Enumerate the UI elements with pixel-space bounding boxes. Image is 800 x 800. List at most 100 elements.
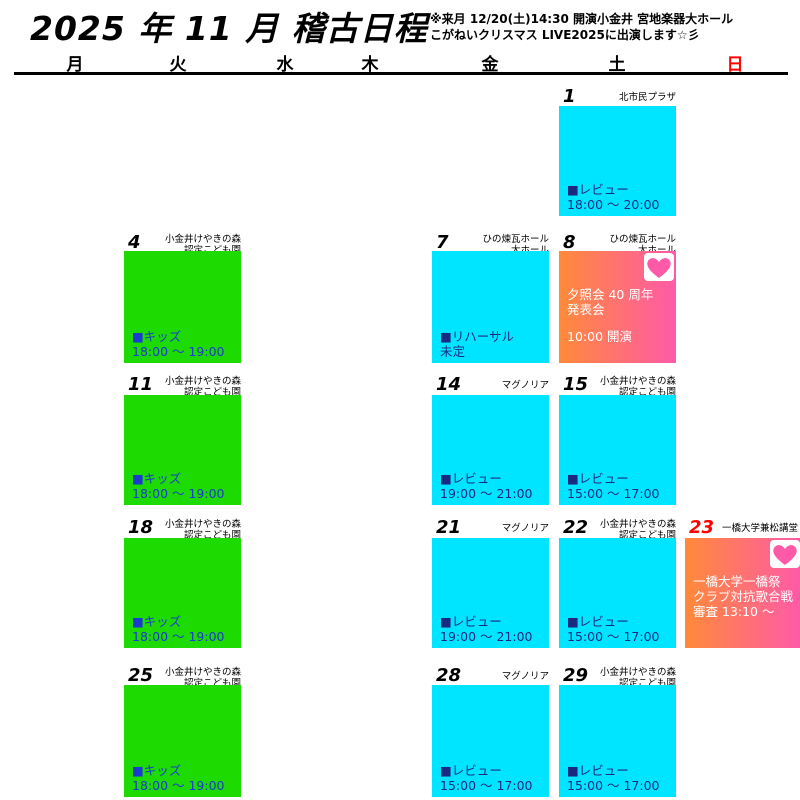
event-text: 夕照会 40 周年 発表会 10:00 開演 <box>567 287 653 344</box>
event-line: ■レビュー <box>567 182 629 197</box>
venue-line: 小金井けやきの森 <box>164 234 241 245</box>
event-box: ■キッズ 18:00 ～ 19:00 <box>124 251 241 363</box>
event-line: 18:00 ～ 19:00 <box>132 344 225 359</box>
heart-icon <box>770 540 800 568</box>
note: こがねいクリスマス LIVE2025に出演します☆彡 <box>430 28 700 42</box>
venue-line: 小金井けやきの森 <box>164 376 241 387</box>
venue: 小金井けやきの森認定こども園 <box>165 667 241 689</box>
day-number: 25 <box>128 665 154 686</box>
event-box: 夕照会 40 周年 発表会 10:00 開演 <box>559 251 676 363</box>
venue-line: 認定こども園 <box>165 245 241 256</box>
day-number: 8 <box>563 232 576 253</box>
event-line: 15:00 ～ 17:00 <box>567 629 660 644</box>
note: ※来月 12/20(土)14:30 開演小金井 宮地楽器大ホール <box>430 12 734 26</box>
event-line: 19:00 ～ 21:00 <box>440 629 533 644</box>
event-line: 未定 <box>440 344 466 359</box>
event-line: 18:00 ～ 19:00 <box>132 629 225 644</box>
event-text: ■レビュー 19:00 ～ 21:00 <box>440 614 533 644</box>
weekday: 木 <box>361 55 379 75</box>
venue-line: 小金井けやきの森 <box>599 667 676 678</box>
event-box: 一橋大学一橋祭 クラブ対抗歌合戦 審査 13:10 ～ <box>685 538 800 648</box>
venue-line: 大ホール <box>609 245 676 256</box>
event-line: 一橋大学一橋祭 <box>693 574 781 589</box>
weekday: 日 <box>726 55 744 75</box>
venue-line: ひの煉瓦ホール <box>609 234 676 245</box>
venue-line: マグノリア <box>501 671 549 682</box>
event-line: 15:00 ～ 17:00 <box>567 486 660 501</box>
venue: ひの煉瓦ホール大ホール <box>482 234 549 256</box>
event-line: ■キッズ <box>132 329 182 344</box>
venue: ひの煉瓦ホール大ホール <box>609 234 676 256</box>
event-text: ■キッズ 18:00 ～ 19:00 <box>132 763 225 793</box>
day-number: 11 <box>128 374 154 395</box>
venue-line: 認定こども園 <box>618 530 676 541</box>
event-line: 発表会 <box>567 302 605 317</box>
event-line: ■レビュー <box>440 763 502 778</box>
event-text: ■レビュー 15:00 ～ 17:00 <box>567 471 660 501</box>
day-number: 18 <box>128 517 154 538</box>
venue-line: 小金井けやきの森 <box>599 376 676 387</box>
venue: マグノリア <box>502 523 549 534</box>
venue: マグノリア <box>502 380 549 391</box>
event-line: ■レビュー <box>440 614 502 629</box>
event-line: 15:00 ～ 17:00 <box>440 778 533 793</box>
day-number: 21 <box>436 517 462 538</box>
event-line: 夕照会 40 周年 <box>567 287 654 302</box>
venue: マグノリア <box>502 671 549 682</box>
venue-line: 小金井けやきの森 <box>599 519 676 530</box>
event-line: クラブ対抗歌合戦 <box>693 589 794 604</box>
venue-line: 大ホール <box>482 245 549 256</box>
event-line: ■レビュー <box>567 614 629 629</box>
event-text: ■レビュー 15:00 ～ 17:00 <box>567 614 660 644</box>
venue: 一橋大学兼松講堂 <box>722 523 798 534</box>
event-box: ■キッズ 18:00 ～ 19:00 <box>124 685 241 797</box>
event-text: ■キッズ 18:00 ～ 19:00 <box>132 614 225 644</box>
day-number: 29 <box>563 665 589 686</box>
day-number: 14 <box>436 374 462 395</box>
venue-line: 小金井けやきの森 <box>164 519 241 530</box>
weekday: 土 <box>608 55 626 75</box>
venue: 小金井けやきの森認定こども園 <box>600 667 676 689</box>
event-box: ■レビュー 18:00 ～ 20:00 <box>559 106 676 216</box>
title: 2025 年 11 月 稽古日程 <box>30 9 428 48</box>
venue-line: 認定こども園 <box>183 530 241 541</box>
event-box: ■キッズ 18:00 ～ 19:00 <box>124 395 241 505</box>
event-text: ■レビュー 15:00 ～ 17:00 <box>440 763 533 793</box>
event-line: 審査 13:10 ～ <box>693 604 775 619</box>
day-number: 28 <box>436 665 462 686</box>
event-line: 15:00 ～ 17:00 <box>567 778 660 793</box>
event-box: ■レビュー 19:00 ～ 21:00 <box>432 538 549 648</box>
venue: 小金井けやきの森認定こども園 <box>600 376 676 398</box>
venue-line: 認定こども園 <box>183 678 241 689</box>
day-number: 7 <box>436 232 449 253</box>
event-box: ■キッズ 18:00 ～ 19:00 <box>124 538 241 648</box>
venue-line: ひの煉瓦ホール <box>482 234 549 245</box>
venue: 小金井けやきの森認定こども園 <box>600 519 676 541</box>
venue-line: 認定こども園 <box>618 678 676 689</box>
event-box: ■レビュー 15:00 ～ 17:00 <box>559 538 676 648</box>
venue: 小金井けやきの森認定こども園 <box>165 376 241 398</box>
event-text: ■レビュー 18:00 ～ 20:00 <box>567 182 660 212</box>
venue: 北市民プラザ <box>619 92 676 103</box>
event-box: ■リハーサル 未定 <box>432 251 549 363</box>
event-text: ■キッズ 18:00 ～ 19:00 <box>132 329 225 359</box>
day-number: 23 <box>689 517 715 538</box>
event-line: ■キッズ <box>132 614 182 629</box>
event-line: ■レビュー <box>567 763 629 778</box>
day-number: 22 <box>563 517 589 538</box>
event-text: ■リハーサル 未定 <box>440 329 514 359</box>
event-line: ■キッズ <box>132 763 182 778</box>
venue-line: 一橋大学兼松講堂 <box>721 523 798 534</box>
event-line: 18:00 ～ 20:00 <box>567 197 660 212</box>
venue-line: マグノリア <box>501 523 549 534</box>
day-number: 1 <box>563 86 576 107</box>
event-box: ■レビュー 15:00 ～ 17:00 <box>432 685 549 797</box>
heart <box>647 258 671 278</box>
event-box: ■レビュー 15:00 ～ 17:00 <box>559 395 676 505</box>
weekday: 水 <box>276 55 294 75</box>
event-text: 一橋大学一橋祭 クラブ対抗歌合戦 審査 13:10 ～ <box>693 574 793 619</box>
header-rule <box>14 72 788 75</box>
day-number: 4 <box>128 232 141 253</box>
event-line: 10:00 開演 <box>567 329 632 344</box>
